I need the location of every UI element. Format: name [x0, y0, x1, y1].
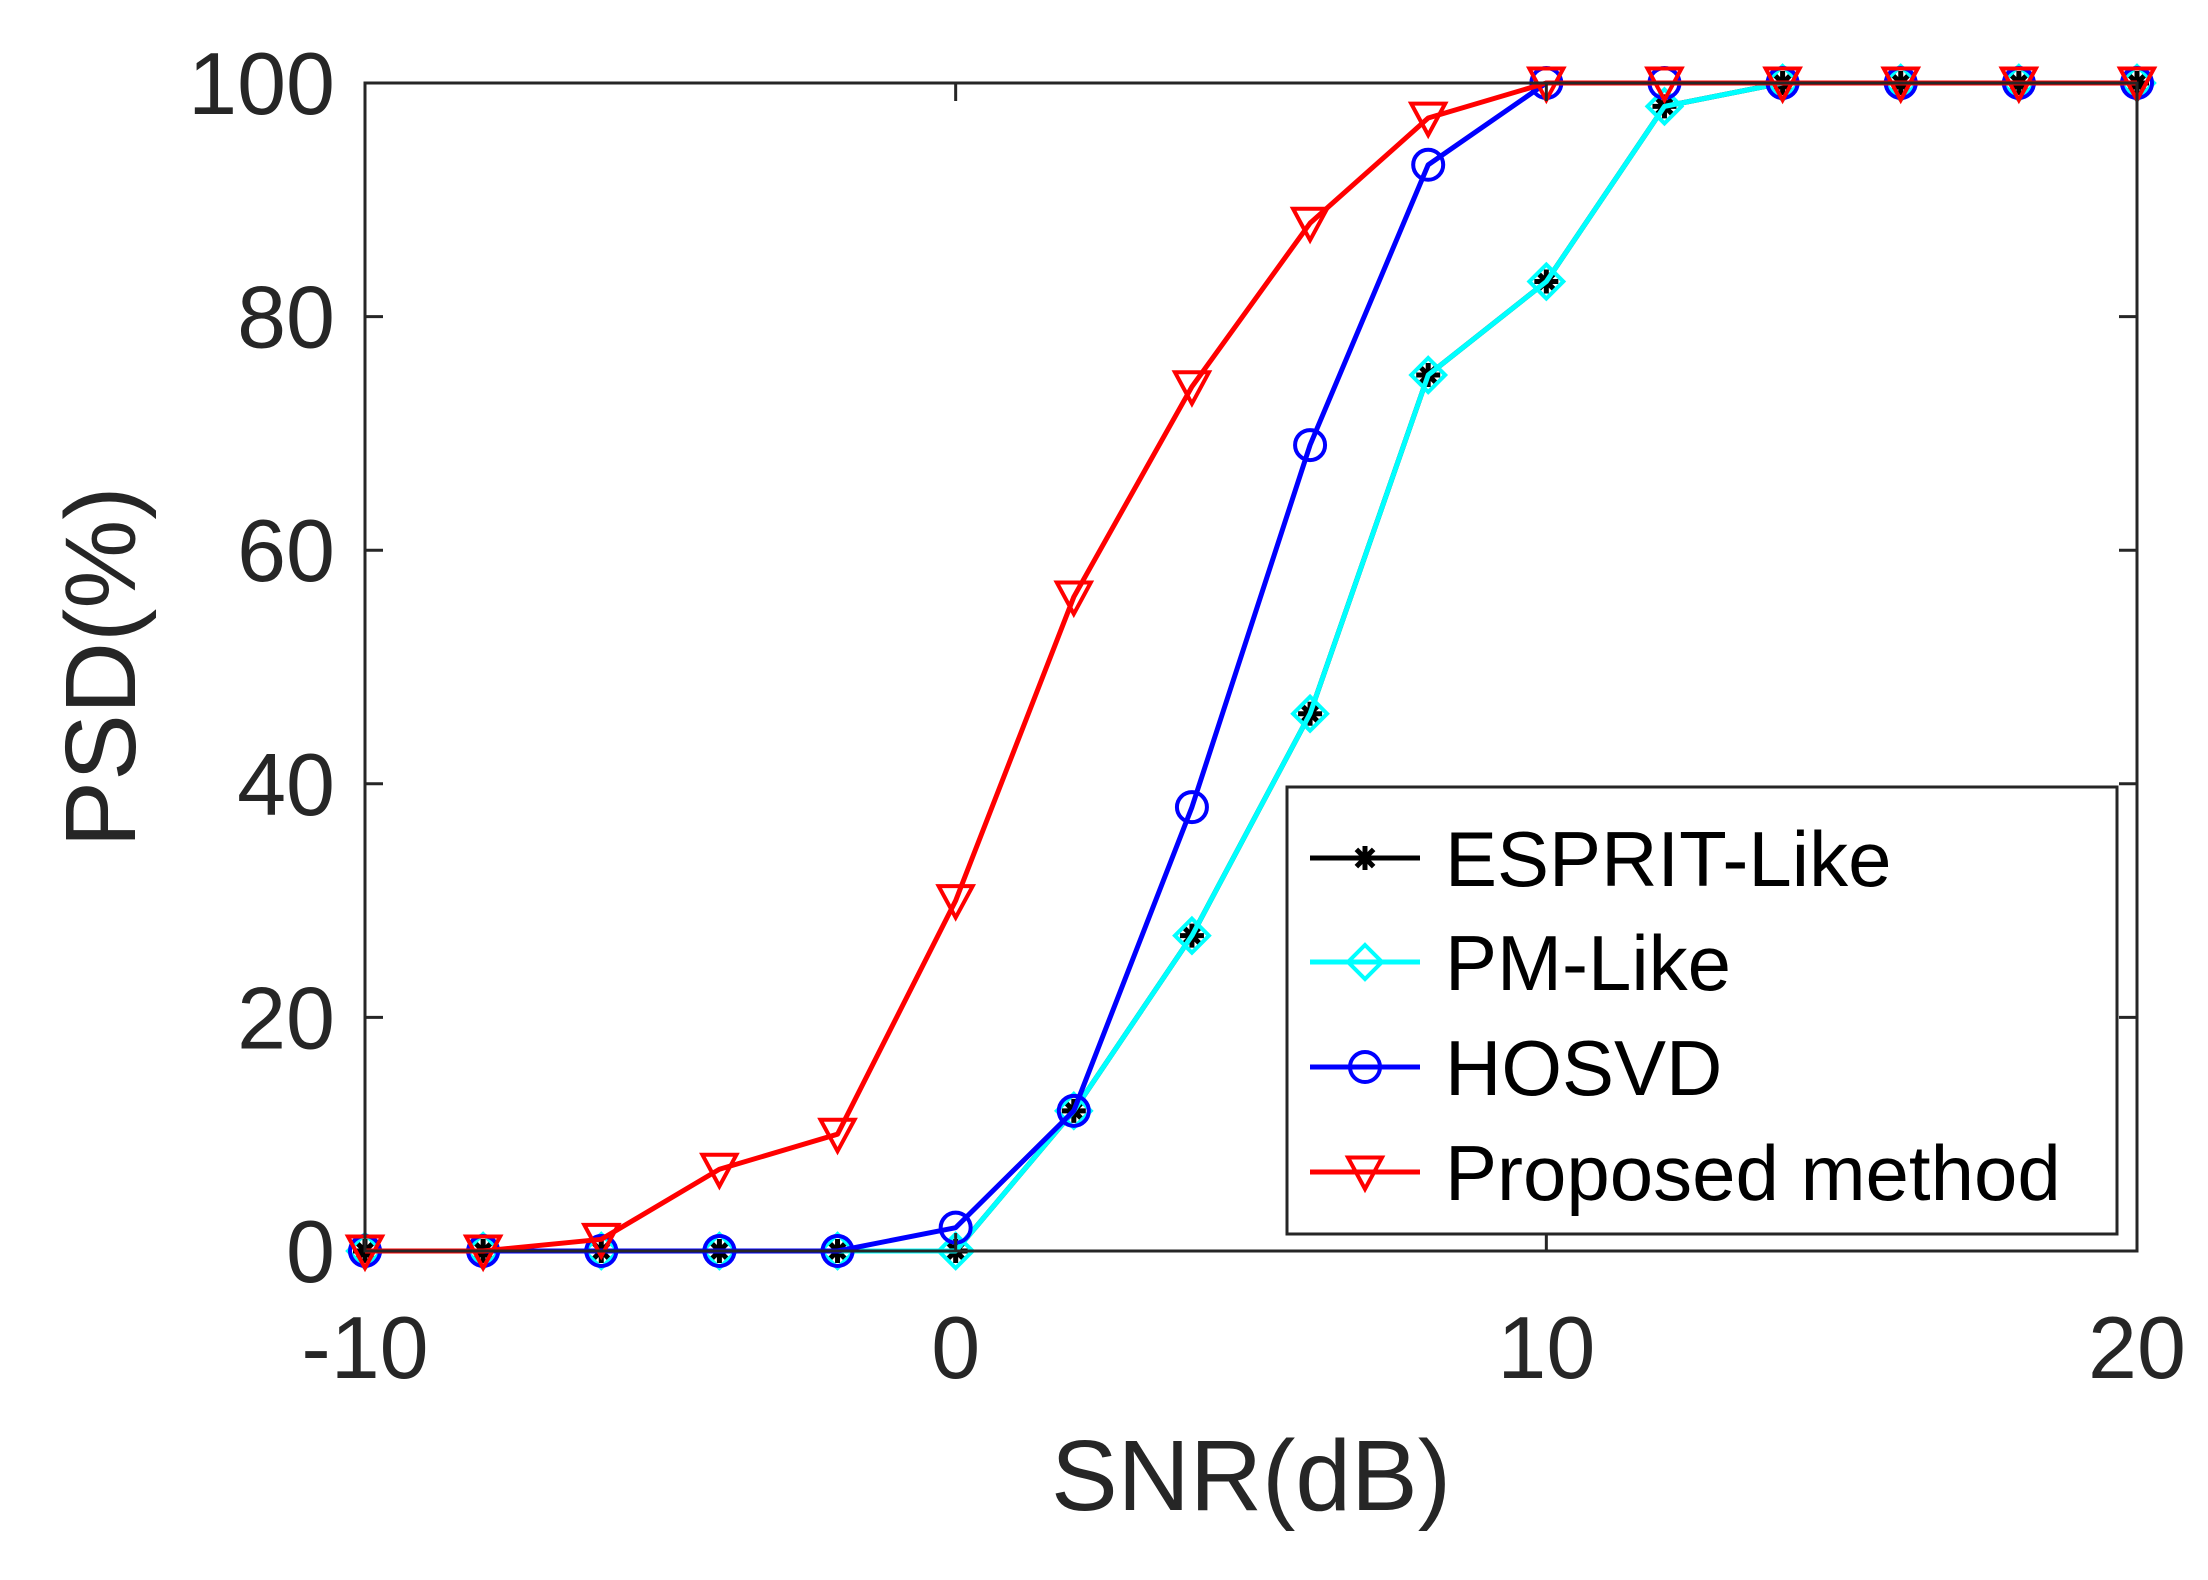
legend-marker-proposed-method — [1344, 1155, 1386, 1194]
data-point-proposed-method — [817, 1117, 858, 1156]
x-axis-title: SNR(dB) — [1051, 1420, 1451, 1532]
data-point-pm-like — [935, 1231, 976, 1271]
legend-label-pm-like: PM-Like — [1445, 919, 1731, 1007]
data-point-hosvd — [1293, 428, 1328, 463]
y-axis-title: PSD(%) — [45, 486, 157, 847]
data-point-proposed-method — [699, 1152, 740, 1191]
legend: ESPRIT-Like PM-Like HOSVD Proposed method — [1285, 785, 2119, 1236]
legend-entry-hosvd: HOSVD — [1310, 1024, 1722, 1112]
legend-entry-proposed-method: Proposed method — [1310, 1129, 2061, 1217]
y-tick-label: 0 — [286, 1202, 335, 1301]
legend-entry-pm-like: PM-Like — [1310, 919, 1731, 1007]
data-point-pm-like — [1172, 915, 1212, 956]
data-point-proposed-method — [1171, 370, 1213, 408]
y-tick-label: 40 — [237, 735, 335, 834]
y-tick-label: 20 — [237, 968, 335, 1067]
legend-marker-esprit-like — [1353, 846, 1377, 870]
y-tick-label: 80 — [237, 268, 335, 367]
x-tick-label: 0 — [931, 1298, 980, 1397]
data-point-pm-like — [1644, 86, 1685, 127]
x-tick-label: 10 — [1497, 1298, 1595, 1397]
data-point-pm-like — [1526, 261, 1567, 302]
legend-box — [1285, 785, 2119, 1236]
data-point-proposed-method — [1289, 206, 1331, 245]
data-point-proposed-method — [1407, 101, 1449, 140]
y-tick-label: 60 — [237, 501, 335, 600]
legend-label-esprit-like: ESPRIT-Like — [1445, 815, 1891, 903]
data-point-proposed-method — [1053, 580, 1095, 619]
data-point-proposed-method — [935, 884, 977, 922]
data-point-proposed-method — [580, 1222, 622, 1261]
x-tick-label: 20 — [2088, 1298, 2186, 1397]
plot-frame — [363, 81, 2139, 1253]
legend-marker-hosvd — [1348, 1050, 1382, 1084]
legend-label-hosvd: HOSVD — [1445, 1024, 1722, 1112]
data-point-pm-like — [1408, 355, 1449, 395]
x-tick-label: -10 — [301, 1298, 428, 1397]
y-tick-label: 100 — [188, 34, 335, 133]
legend-marker-pm-like — [1345, 942, 1385, 982]
data-point-hosvd — [1411, 147, 1446, 182]
data-point-hosvd — [1174, 790, 1209, 825]
legend-entry-esprit-like: ESPRIT-Like — [1310, 815, 1891, 903]
data-point-pm-like — [1290, 693, 1330, 734]
data-point-hosvd — [1056, 1093, 1091, 1128]
legend-label-proposed-method: Proposed method — [1445, 1129, 2061, 1217]
